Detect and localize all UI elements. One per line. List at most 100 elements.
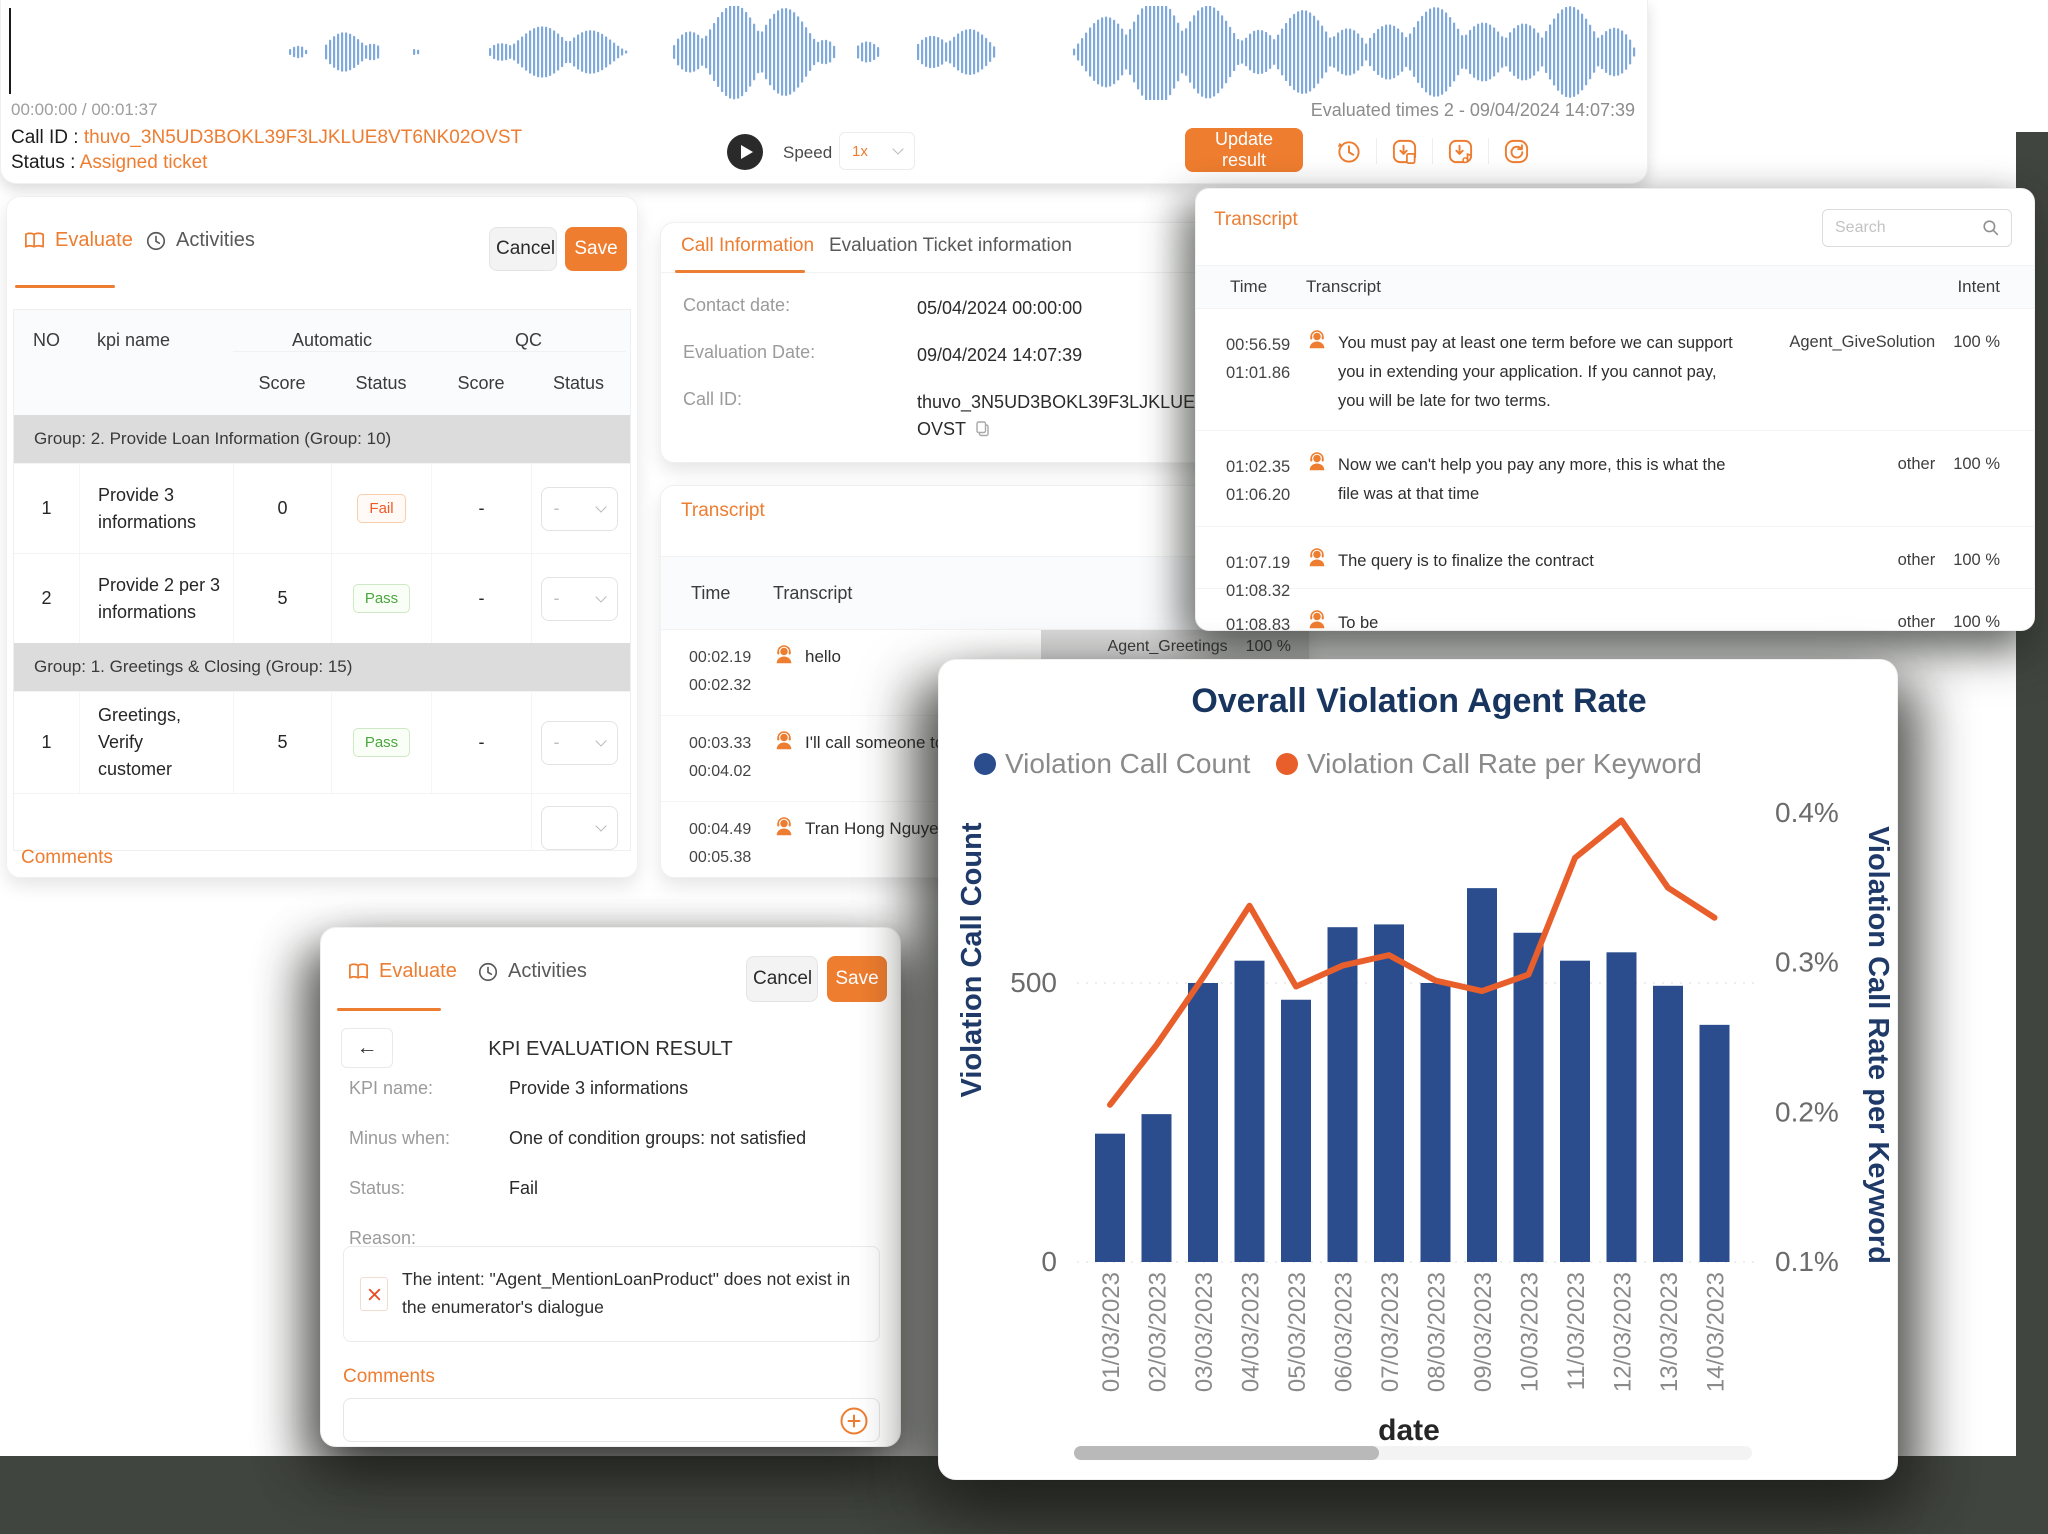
x-icon <box>368 1288 380 1300</box>
add-comment-button[interactable] <box>839 1406 869 1439</box>
kpi-auto-score: 5 <box>233 554 331 643</box>
modal-field-row: Status: Fail <box>321 1178 900 1228</box>
cancel-button[interactable]: Cancel <box>489 227 557 271</box>
save-button[interactable]: Save <box>827 956 887 1002</box>
modal-field-row: KPI name: Provide 3 informations <box>321 1078 900 1128</box>
intent-name: Agent_GiveSolution <box>1789 333 1936 351</box>
agent-icon <box>1309 452 1325 471</box>
tab-call-information[interactable]: Call Information <box>681 235 815 256</box>
chart-bar <box>1141 1114 1172 1262</box>
qc-status-select[interactable] <box>540 806 618 850</box>
tab-activities[interactable]: Activities <box>145 229 255 252</box>
search-input[interactable] <box>1822 209 2012 247</box>
transcript-text-cell: hello <box>773 630 1041 715</box>
kpi-qc-score: - <box>431 554 531 643</box>
left-axis-tick: 0 <box>1041 1246 1057 1277</box>
qc-status-select[interactable]: - <box>540 576 618 621</box>
kpi-qc-status: - <box>531 464 626 553</box>
legend-dot-rate <box>1276 753 1298 775</box>
x-axis-title: date <box>1378 1414 1440 1447</box>
audio-player-card: 00:00:00 / 00:01:37 Call ID : thuvo_3N5U… <box>0 0 1648 184</box>
x-axis-label: 11/03/2023 <box>1563 1272 1590 1390</box>
x-axis-label: 10/03/2023 <box>1517 1272 1544 1392</box>
legend-label-count[interactable]: Violation Call Count <box>1005 748 1251 779</box>
col-header-qc-score: Score <box>431 351 531 415</box>
chart-bar <box>1699 1024 1730 1262</box>
history-button[interactable] <box>1321 138 1376 165</box>
kpi-group-row: Group: 2. Provide Loan Information (Grou… <box>14 415 630 463</box>
transcript-row[interactable]: 00:04.49 00:05.38 Tran Hong Nguye <box>661 802 1309 877</box>
transcript-time: 00:56.59 01:01.86 <box>1226 336 1291 382</box>
left-axis-title: Violation Call Count <box>956 822 988 1097</box>
call-id-value: thuvo_3N5UD3BOKL39F3LJKLUE8VT6NK02OVST <box>83 127 523 148</box>
speed-select[interactable]: 1x <box>839 132 915 170</box>
qc-status-select[interactable]: - <box>540 720 618 765</box>
right-axis-tick: 0.3% <box>1775 947 1839 978</box>
tab-evaluate-label: Evaluate <box>379 960 457 982</box>
chart-bar <box>1606 952 1637 1262</box>
tab-evaluate[interactable]: Evaluate <box>23 229 133 252</box>
transcript-title: Transcript <box>1214 209 1298 230</box>
active-tab-underline <box>337 1008 441 1011</box>
download-report-button[interactable] <box>1377 138 1432 165</box>
waveform-bars <box>289 6 1636 100</box>
transcript-row[interactable]: 01:07.19 01:08.32 The query is to finalize… <box>1196 527 2034 600</box>
agent-icon <box>776 731 792 750</box>
chart-bar <box>1420 983 1451 1262</box>
modal-field-label: Reason: <box>349 1228 417 1248</box>
book-icon <box>349 963 368 979</box>
copy-icon[interactable] <box>974 420 992 438</box>
transcript-text-cell: Now we can't help you pay any more, this… <box>1306 431 1734 526</box>
chart-bar <box>1095 1133 1125 1262</box>
transcript-row[interactable]: 00:56.59 01:01.86 You must pay at least on… <box>1196 309 2034 431</box>
violation-chart-card: Overall Violation Agent Rate Violation Ca… <box>938 659 1898 1480</box>
playhead-cursor[interactable] <box>9 8 11 94</box>
tab-activities[interactable]: Activities <box>477 960 587 983</box>
info-field-row: Contact date: 05/04/2024 00:00:00 <box>661 285 1309 332</box>
legend-label-rate[interactable]: Violation Call Rate per Keyword <box>1307 748 1702 779</box>
qc-status-value: - <box>553 498 560 518</box>
kpi-row[interactable]: 1 Provide 3 informations 0 Fail - - <box>14 463 630 553</box>
download-audio-button[interactable] <box>1433 138 1488 165</box>
intent-name: other <box>1897 613 1936 631</box>
x-axis-label: 01/03/2023 <box>1098 1272 1125 1392</box>
chart-bar <box>1653 985 1683 1262</box>
active-tab-underline <box>675 270 805 273</box>
cancel-button[interactable]: Cancel <box>746 956 818 1002</box>
back-arrow-icon: ← <box>356 1036 378 1059</box>
transcript-text: Tran Hong Nguye <box>805 819 939 838</box>
chart-scrollbar-track[interactable] <box>1074 1446 1752 1460</box>
update-result-button[interactable]: Update result <box>1185 128 1303 172</box>
play-button[interactable] <box>727 134 763 170</box>
kpi-row[interactable]: 2 Provide 2 per 3 informations 5 Pass - - <box>14 553 630 643</box>
kpi-qc-score: - <box>431 692 531 793</box>
transcript-row[interactable]: 01:02.35 01:06.20 Now we can't help you pa… <box>1196 431 2034 527</box>
col-intent: Intent <box>1957 277 2000 296</box>
transcript-rows: 00:56.59 01:01.86 You must pay at least on… <box>1196 309 2034 631</box>
back-button[interactable]: ← <box>341 1028 393 1068</box>
modal-field-value: Provide 3 informations <box>509 1078 689 1098</box>
kpi-row[interactable]: 1 Greetings, Verify customer 5 Pass - - <box>14 691 630 793</box>
download-report-icon <box>1392 139 1417 164</box>
chart-scrollbar-thumb[interactable] <box>1074 1446 1379 1460</box>
chart-bar <box>1281 999 1311 1262</box>
transcript-intent: other 100 % <box>1734 589 2034 631</box>
right-axis-tick: 0.4% <box>1775 797 1839 828</box>
kpi-auto-score: 0 <box>233 464 331 553</box>
col-transcript: Transcript <box>1306 277 1381 296</box>
tab-evaluate[interactable]: Evaluate <box>347 960 457 983</box>
chart-bar <box>1374 924 1404 1262</box>
refresh-button[interactable] <box>1489 138 1544 165</box>
col-time: Time <box>691 582 731 603</box>
active-tab-underline <box>15 285 115 288</box>
status-badge: Pass <box>352 728 411 757</box>
comment-input[interactable] <box>344 1399 824 1441</box>
comments-label: Comments <box>343 1366 435 1387</box>
audio-waveform[interactable] <box>91 6 1641 100</box>
qc-status-select[interactable]: - <box>540 486 618 531</box>
info-field-label: Evaluation Date: <box>683 342 816 362</box>
save-button[interactable]: Save <box>565 227 627 271</box>
violation-chart: Overall Violation Agent Rate Violation Ca… <box>956 682 1894 1447</box>
transcript-row[interactable]: 01:08.83 To be other 100 % <box>1196 589 2034 631</box>
tab-evaluation-ticket[interactable]: Evaluation Ticket information <box>829 235 1072 256</box>
